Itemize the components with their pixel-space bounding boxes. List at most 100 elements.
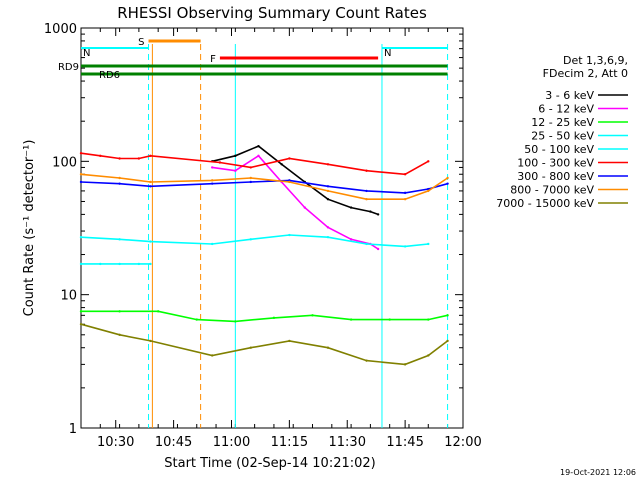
series-group	[79, 144, 449, 366]
series-line	[80, 323, 449, 366]
x-tick-label: 11:30	[329, 435, 366, 450]
series-point	[326, 185, 330, 188]
series-point	[210, 242, 214, 246]
series-point	[446, 176, 449, 180]
series-point	[326, 346, 330, 349]
series-point	[446, 182, 449, 185]
legend-header: Det 1,3,6,9,	[563, 54, 628, 67]
series-point	[403, 197, 407, 201]
series-point	[118, 182, 121, 185]
series-point	[118, 238, 121, 241]
series-point	[118, 157, 121, 160]
series-line	[80, 173, 449, 200]
series-point	[118, 333, 121, 337]
series-point	[257, 144, 260, 148]
flag-label-rd6: RD6	[99, 70, 120, 81]
footer-date: 19-Oct-2021 12:06	[560, 468, 636, 477]
legend-label: 12 - 25 keV	[531, 116, 594, 129]
series-point	[376, 213, 380, 216]
series-point	[427, 160, 430, 163]
series-point	[210, 182, 214, 185]
series-point	[326, 226, 330, 229]
series-point	[446, 339, 449, 343]
series-point	[79, 180, 83, 184]
series-point	[365, 359, 368, 362]
series-point	[234, 169, 237, 172]
plot-frame	[80, 27, 464, 429]
series-point	[349, 206, 353, 209]
series-line	[212, 145, 379, 216]
legend-label: 3 - 6 keV	[545, 89, 594, 102]
series-point	[280, 163, 283, 166]
series-point	[218, 161, 222, 164]
series-point	[249, 176, 252, 180]
series-point	[210, 354, 214, 357]
legend-label: 300 - 800 keV	[517, 170, 594, 183]
series-point	[365, 242, 368, 246]
y-tick-label: 100	[52, 155, 77, 170]
legend-label: 25 - 50 keV	[531, 130, 594, 143]
flag-label-rd9: RD9	[58, 62, 79, 73]
series-point	[210, 166, 214, 169]
series-line	[80, 152, 429, 176]
series-point	[303, 206, 306, 209]
x-tick-label: 10:45	[155, 435, 192, 450]
legend-label: 100 - 300 keV	[517, 157, 594, 170]
x-tick-label: 12:00	[444, 435, 481, 450]
x-tick-label: 11:15	[271, 435, 308, 450]
legend-label: 50 - 100 keV	[524, 143, 594, 156]
series-point	[403, 191, 407, 195]
series-point	[79, 235, 83, 239]
series-point	[326, 197, 330, 201]
axis-ticks: 1 10 100 1000 10:30 10:45 11:00 11:15 11:30 11:45…	[44, 22, 482, 450]
series-point	[249, 180, 252, 184]
series-line	[81, 310, 448, 323]
series-point	[79, 173, 83, 176]
series-point	[149, 180, 152, 184]
chart-title: RHESSI Observing Summary Count Rates	[117, 4, 427, 22]
flag-bars: S N N F RD9 RD6	[58, 37, 448, 81]
flag-label-n: N	[83, 48, 90, 59]
series-point	[326, 235, 330, 239]
series-point	[257, 154, 260, 158]
series-point	[427, 189, 430, 193]
series-line	[80, 234, 429, 248]
series-point	[99, 262, 102, 266]
series-point	[149, 240, 152, 243]
series-point	[118, 176, 121, 180]
series-point	[234, 154, 237, 158]
series-point	[288, 180, 291, 184]
y-tick-label: 10	[60, 289, 77, 304]
series-point	[149, 185, 152, 188]
series-point	[137, 262, 141, 266]
series-point	[365, 189, 368, 193]
series-point	[311, 314, 314, 317]
series-point	[79, 152, 83, 155]
series-point	[118, 310, 121, 313]
series-point	[99, 154, 102, 158]
series-point	[118, 262, 121, 266]
x-tick-label: 11:45	[386, 435, 423, 450]
series-point	[403, 173, 407, 176]
series-point	[149, 154, 152, 158]
series-point	[388, 318, 391, 321]
y-tick-label: 1	[69, 422, 77, 437]
series-point	[349, 318, 353, 321]
flag-label-f: F	[210, 54, 216, 65]
flag-label-s: S	[138, 37, 144, 48]
legend-header: FDecim 2, Att 0	[543, 67, 628, 80]
series-point	[349, 238, 353, 241]
series-point	[288, 339, 291, 343]
series-point	[79, 323, 83, 326]
series-point	[288, 157, 291, 160]
flag-label-n: N	[384, 48, 391, 59]
series-point	[79, 262, 83, 266]
legend-label: 7000 - 15000 keV	[496, 197, 594, 210]
series-point	[234, 320, 237, 323]
series-point	[365, 169, 368, 172]
x-axis-label: Start Time (02-Sep-14 10:21:02)	[164, 456, 375, 471]
legend-label: 6 - 12 keV	[538, 103, 594, 116]
